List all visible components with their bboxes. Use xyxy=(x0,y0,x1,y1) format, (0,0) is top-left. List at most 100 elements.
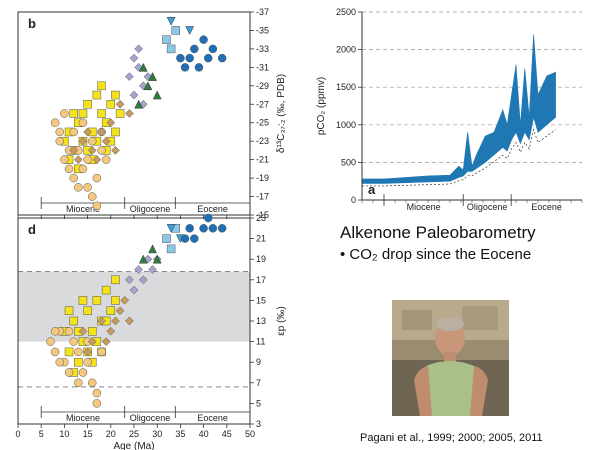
data-point xyxy=(208,44,218,54)
epoch-label-miocene: Miocene xyxy=(66,204,100,214)
data-point xyxy=(134,44,143,54)
data-point xyxy=(69,173,78,183)
data-point xyxy=(115,109,125,118)
data-point xyxy=(111,296,120,305)
y-tick-label: -27 xyxy=(256,99,269,109)
data-point xyxy=(162,35,171,44)
y-tick-label: 2500 xyxy=(336,7,356,17)
portrait-image xyxy=(392,300,509,416)
y-tick-label: 15 xyxy=(256,295,266,305)
data-point xyxy=(190,234,199,243)
data-point xyxy=(55,127,65,137)
y-tick-label: -31 xyxy=(256,62,269,72)
epoch-label-oligocene: Oligocene xyxy=(130,413,171,423)
data-point xyxy=(162,234,171,243)
data-point xyxy=(180,234,190,243)
data-point xyxy=(199,35,208,44)
data-point xyxy=(69,337,78,346)
data-point xyxy=(92,155,102,164)
data-point xyxy=(125,275,134,285)
data-point xyxy=(120,296,130,305)
data-point xyxy=(152,254,162,264)
data-point xyxy=(101,337,111,346)
x-tick-label: 50 xyxy=(245,429,255,439)
data-point xyxy=(129,90,139,100)
y-tick-label: -17 xyxy=(256,192,269,202)
slide-bullet: • CO₂ drop since the Eocene xyxy=(340,246,532,263)
data-point xyxy=(74,183,83,192)
x-tick-label: 0 xyxy=(15,429,20,439)
data-point xyxy=(87,146,97,155)
data-point xyxy=(129,285,139,295)
data-point xyxy=(203,53,213,63)
y-tick-label: -21 xyxy=(256,155,269,165)
y-tick-label: -25 xyxy=(256,118,269,128)
slide-title: Alkenone Paleobarometry xyxy=(340,223,536,242)
y-tick-label: 19 xyxy=(256,254,266,264)
data-point xyxy=(74,347,83,357)
y-tick-label: 1500 xyxy=(336,82,356,92)
data-point xyxy=(111,127,120,137)
data-point xyxy=(138,275,148,285)
data-point xyxy=(111,275,120,285)
data-point xyxy=(97,316,106,326)
data-point xyxy=(185,53,194,63)
data-point xyxy=(87,337,97,346)
x-tick-label: 5 xyxy=(39,429,44,439)
data-point xyxy=(83,347,92,357)
data-point xyxy=(185,224,194,233)
y-tick-label: -15 xyxy=(256,210,269,220)
data-point xyxy=(78,118,88,127)
y-tick-label: -35 xyxy=(256,25,269,35)
y-tick-label: 9 xyxy=(256,357,261,367)
y-tick-label: 5 xyxy=(256,398,261,408)
y-axis-label: εp (‰) xyxy=(276,306,287,335)
y-tick-label: 21 xyxy=(256,234,266,244)
data-point xyxy=(64,347,74,357)
data-point xyxy=(106,118,116,128)
data-point xyxy=(111,90,120,100)
y-tick-label: -37 xyxy=(256,7,269,17)
epoch-label-oligocene: Oligocene xyxy=(467,202,508,212)
y-tick-label: 500 xyxy=(341,157,356,167)
epoch-label-miocene: Miocene xyxy=(407,202,441,212)
data-point xyxy=(152,90,162,100)
data-point xyxy=(64,327,74,336)
data-point xyxy=(83,100,92,109)
panel-label-a: a xyxy=(368,182,376,197)
data-point xyxy=(74,378,83,388)
data-point xyxy=(97,127,106,137)
data-point xyxy=(50,347,60,357)
data-point xyxy=(125,316,134,326)
data-point xyxy=(138,254,148,264)
data-point xyxy=(194,63,204,72)
x-tick-label: 40 xyxy=(199,429,209,439)
data-point xyxy=(78,296,88,305)
panel-label-b: b xyxy=(28,16,36,31)
data-point xyxy=(74,357,83,367)
x-tick-label: 15 xyxy=(83,429,93,439)
panel-b-chart: Miocene Oligocene Eocene -37 -35 -33 -31 -29 -27… xyxy=(17,7,287,220)
epoch-label-eocene: Eocene xyxy=(197,413,228,423)
x-axis-label: Age (Ma) xyxy=(113,441,154,450)
data-point xyxy=(69,146,79,155)
data-point xyxy=(129,53,139,63)
data-point xyxy=(180,63,190,72)
data-point xyxy=(106,306,116,315)
y-tick-label: -23 xyxy=(256,136,269,146)
data-point xyxy=(78,109,88,118)
data-point xyxy=(87,136,97,146)
data-point xyxy=(171,26,181,35)
data-point xyxy=(138,62,148,72)
data-point xyxy=(203,213,213,223)
data-point xyxy=(166,224,176,233)
y-tick-label: -19 xyxy=(256,173,269,183)
plot-frame xyxy=(17,11,251,216)
data-point xyxy=(166,244,176,254)
data-point xyxy=(50,118,60,127)
data-point xyxy=(64,164,74,174)
data-point xyxy=(92,201,102,211)
data-point xyxy=(148,72,157,81)
data-point xyxy=(64,306,74,315)
data-point xyxy=(143,81,153,91)
